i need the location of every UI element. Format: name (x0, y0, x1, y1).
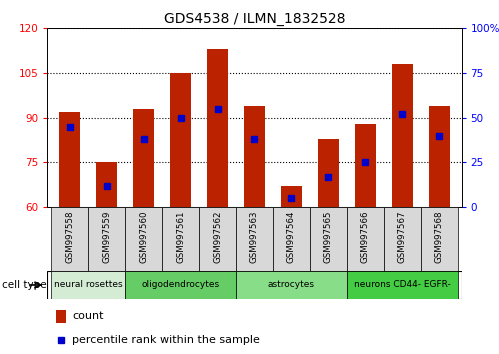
Bar (355, 124, 376, 207)
Text: GSM997567: GSM997567 (398, 210, 407, 263)
Bar (245, 106, 264, 207)
Bar (125, 271, 236, 299)
Text: GSM997563: GSM997563 (250, 210, 259, 263)
Bar (162, 207, 199, 271)
Text: GSM997559: GSM997559 (102, 210, 111, 263)
Text: GSM997564: GSM997564 (287, 210, 296, 263)
Text: count: count (72, 312, 104, 321)
Text: GSM997561: GSM997561 (176, 210, 185, 263)
Bar (281, 186, 301, 207)
Text: GSM997566: GSM997566 (361, 210, 370, 263)
Text: percentile rank within the sample: percentile rank within the sample (72, 335, 260, 346)
Text: GSM997568: GSM997568 (435, 210, 444, 263)
Bar (273, 207, 310, 271)
Bar (59, 112, 80, 207)
Text: astrocytes: astrocytes (268, 280, 315, 290)
Bar (133, 109, 154, 207)
Text: GSM997565: GSM997565 (324, 210, 333, 263)
Text: neural rosettes: neural rosettes (54, 280, 122, 290)
Text: GSM997558: GSM997558 (65, 210, 74, 263)
Bar (88, 207, 125, 271)
Bar (310, 207, 347, 271)
Bar (421, 207, 458, 271)
Bar (384, 207, 421, 271)
Title: GDS4538 / ILMN_1832528: GDS4538 / ILMN_1832528 (164, 12, 345, 26)
Bar (56, 310, 66, 323)
Bar (96, 162, 117, 207)
Bar (51, 271, 125, 299)
Bar (236, 207, 273, 271)
Bar (236, 271, 347, 299)
Text: neurons CD44- EGFR-: neurons CD44- EGFR- (354, 280, 451, 290)
Bar (318, 138, 339, 207)
Text: cell type: cell type (2, 280, 47, 290)
Text: oligodendrocytes: oligodendrocytes (142, 280, 220, 290)
Bar (208, 49, 228, 207)
Bar (199, 207, 236, 271)
Bar (347, 271, 458, 299)
Bar (347, 207, 384, 271)
Bar (170, 73, 191, 207)
Bar (392, 64, 413, 207)
Bar (125, 207, 162, 271)
Text: GSM997560: GSM997560 (139, 210, 148, 263)
Bar (51, 207, 88, 271)
Bar (429, 106, 450, 207)
Text: GSM997562: GSM997562 (213, 210, 222, 263)
